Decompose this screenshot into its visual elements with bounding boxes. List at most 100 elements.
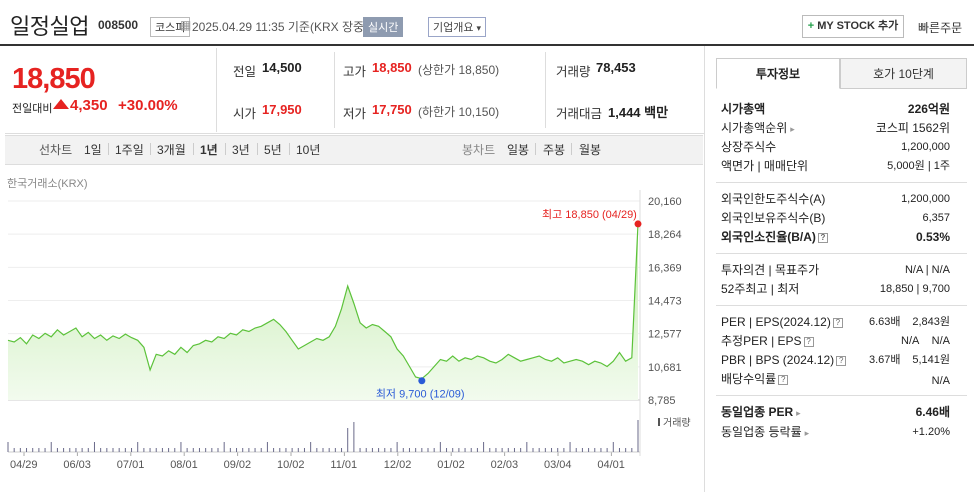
volume-bar [470, 448, 472, 452]
volume-bar [186, 448, 188, 452]
volume-bar [32, 448, 34, 452]
market-cap-rank-value: 코스피 1562위 [875, 121, 950, 135]
tab-invest-info[interactable]: 투자정보 [716, 58, 840, 89]
dividend-label: 배당수익률? [721, 370, 789, 389]
divider [716, 395, 967, 396]
volume-bar [229, 448, 231, 452]
listed-shares-label: 상장주식수 [721, 140, 777, 154]
help-icon[interactable]: ? [832, 317, 843, 328]
pbr-value: 3.67배 [869, 354, 901, 366]
industry-change-text: 동일업종 등락률 [721, 425, 802, 439]
volume-bar [334, 448, 336, 452]
volume-bar [384, 448, 386, 452]
open-label: 시가 [233, 107, 257, 121]
stock-name: 일정실업 [10, 14, 89, 39]
volume-bar [211, 448, 213, 452]
tab-1y[interactable]: 1년 [200, 143, 218, 157]
volume-bar [155, 448, 157, 452]
y-axis: 20,160 18,264 16,369 14,473 12,577 10,681 8,78… [648, 196, 682, 407]
volume-bar [415, 448, 417, 452]
x-tick-label: 02/03 [491, 459, 519, 471]
volume-bar [458, 448, 460, 452]
realtime-badge[interactable]: 실시간 [363, 17, 404, 37]
tab-monthly[interactable]: 월봉 [579, 143, 602, 157]
volume-bar [446, 448, 448, 452]
price-chart[interactable]: 20,160 18,264 16,369 14,473 12,577 10,681 8,78… [0, 190, 704, 492]
foreign-limit-label: 외국인한도주식수(A) [721, 192, 826, 206]
low-annotation: 최저 9,700 (12/09) [376, 388, 465, 401]
chevron-down-icon: ▾ [476, 23, 482, 33]
market-cap-rank-label[interactable]: 시가총액순위 ▸ [721, 119, 795, 138]
volume-bar [396, 442, 398, 452]
divider [716, 182, 967, 183]
tab-10y[interactable]: 10년 [296, 143, 321, 157]
price-change-pct: +30.00% [118, 97, 178, 114]
volume-bar [476, 448, 478, 452]
volume-bar [106, 448, 108, 452]
volume-bar [495, 448, 497, 452]
divider [257, 143, 258, 155]
x-axis: 04/29 06/03 07/01 08/01 09/02 10/02 11/01 12/02… [10, 452, 625, 471]
volume-bar [378, 448, 380, 452]
divider [716, 305, 967, 306]
open-value: 17,950 [262, 102, 302, 117]
tab-1d[interactable]: 1일 [84, 143, 102, 157]
high-value: 18,850 [372, 60, 412, 75]
52w-value: 18,850 | 9,700 [879, 283, 950, 295]
candle-chart-label: 봉차트 [462, 143, 496, 157]
volume-bar [100, 448, 102, 452]
divider [150, 143, 151, 155]
foreign-ratio-value: 0.53% [915, 230, 950, 244]
stock-code: 008500 [98, 18, 139, 32]
help-icon[interactable]: ? [803, 336, 814, 347]
prev-label: 전일 [233, 65, 257, 79]
x-tick-label: 07/01 [117, 459, 145, 471]
x-tick-label: 04/29 [10, 459, 38, 471]
est-eps-value: N/A [931, 335, 950, 347]
help-icon[interactable]: ? [836, 355, 847, 366]
volume-bar [223, 442, 225, 452]
tab-order-book[interactable]: 호가 10단계 [840, 58, 967, 89]
help-icon[interactable]: ? [778, 374, 789, 385]
tab-3m[interactable]: 3개월 [157, 143, 186, 157]
volume-bar [273, 448, 275, 452]
volume-bar [600, 448, 602, 452]
volume-bar [520, 448, 522, 452]
est-per-text: 추정PER | EPS [721, 334, 802, 348]
tab-3y[interactable]: 3년 [232, 143, 250, 157]
volume-bar [198, 448, 200, 452]
mystock-add-button[interactable]: + MY STOCK 추가 [802, 15, 904, 38]
industry-change-value: +1.20% [912, 426, 950, 438]
volume-bar [538, 448, 540, 452]
market-cap-rank-text: 시가총액순위 [721, 121, 788, 135]
tab-5y[interactable]: 5년 [264, 143, 282, 157]
low-marker [418, 377, 426, 385]
tab-daily[interactable]: 일봉 [507, 143, 530, 157]
industry-change-label[interactable]: 동일업종 등락률 ▸ [721, 423, 809, 442]
help-icon[interactable]: ? [817, 232, 828, 243]
arrow-right-icon: ▸ [804, 428, 810, 438]
industry-per-label[interactable]: 동일업종 PER ▸ [721, 403, 801, 422]
volume-bar [464, 448, 466, 452]
volume-bar [551, 448, 553, 452]
opinion-label: 투자의견 | 목표주가 [721, 263, 820, 277]
price-line [7, 223, 639, 380]
corp-info-dropdown[interactable]: 기업개요 ▾ [428, 17, 487, 37]
price-area [8, 223, 638, 400]
volume-bar [532, 448, 534, 452]
volume-bar [606, 448, 608, 452]
volume-bars: 거래량 [7, 417, 691, 453]
tab-weekly[interactable]: 주봉 [543, 143, 566, 157]
volume-bar [291, 448, 293, 452]
tab-1w[interactable]: 1주일 [115, 143, 144, 157]
volume-bar [433, 448, 435, 452]
volume-bar [285, 448, 287, 452]
volume-bar [266, 442, 268, 452]
volume-bar [248, 448, 250, 452]
quick-order-button[interactable]: 빠른주문 [918, 21, 963, 35]
market-cap-value: 226억원 [907, 102, 950, 116]
market-badge: 코스피 [150, 17, 191, 37]
x-tick-label: 04/01 [597, 459, 625, 471]
per-value: 6.63배 [869, 316, 901, 328]
divider [225, 143, 226, 155]
